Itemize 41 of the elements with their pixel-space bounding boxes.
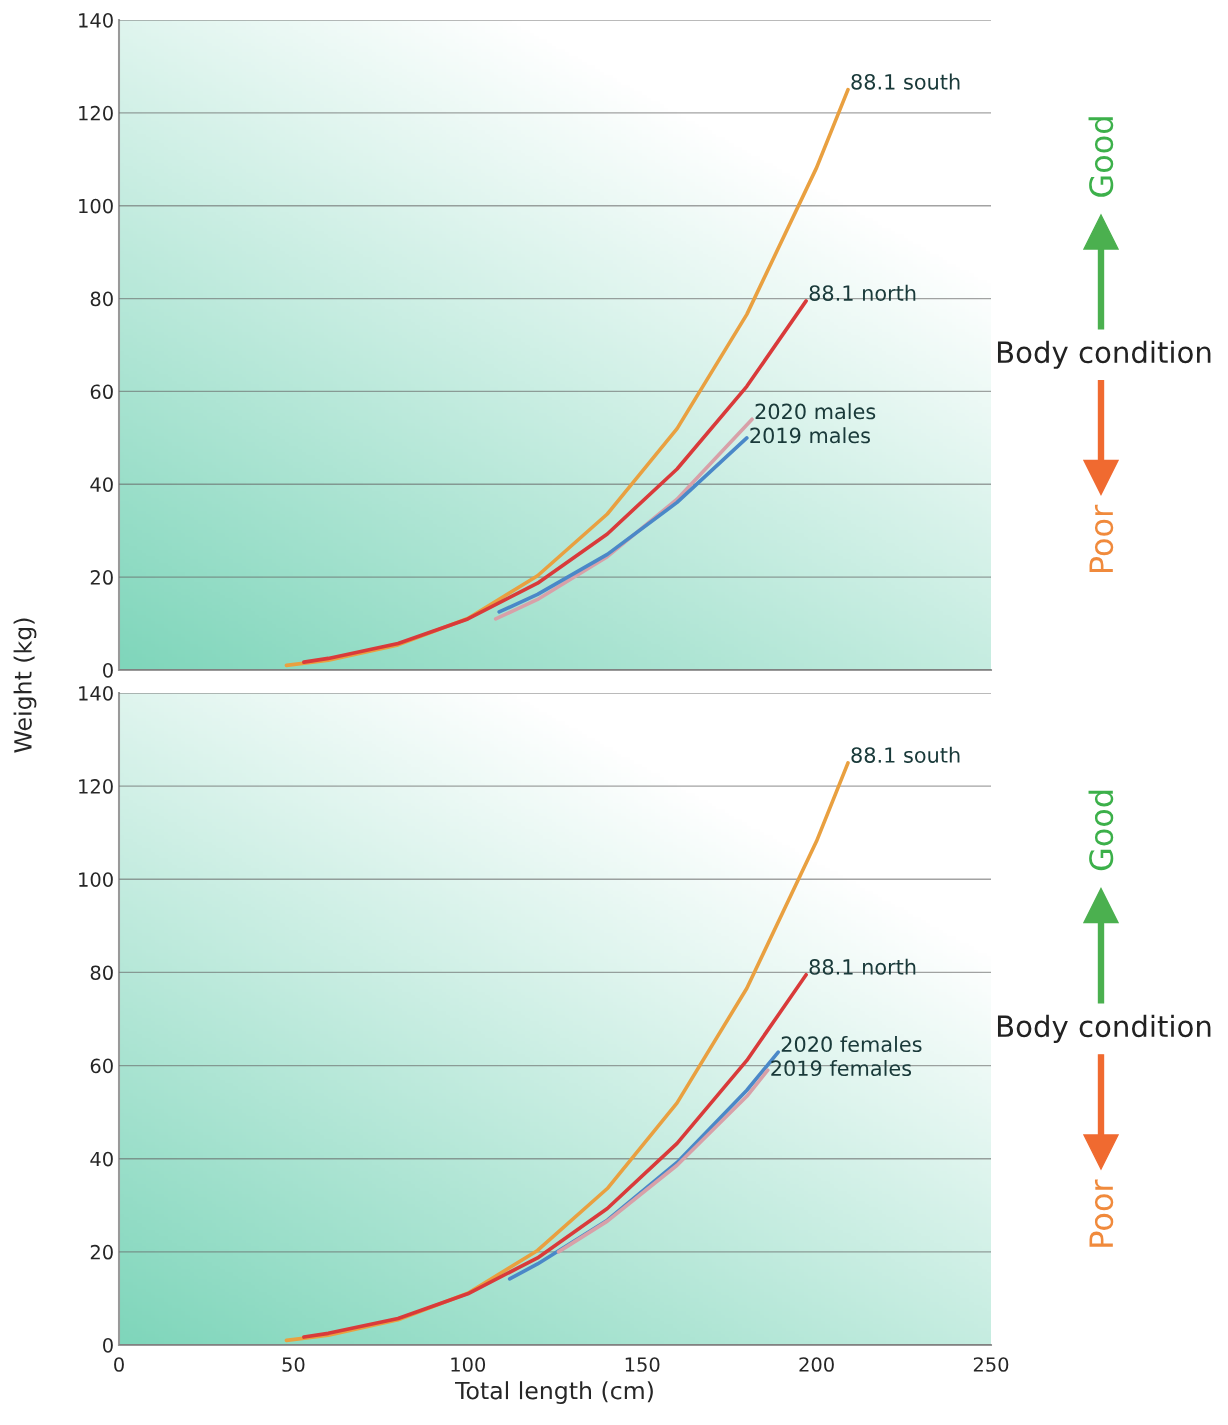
series-label: 2020 males [755,403,876,420]
series-label: 88.1 north [809,958,916,975]
x-tick-label: 150 [625,1357,660,1372]
x-tick-label: 0 [114,1357,124,1372]
y-tick-label: 120 [79,105,113,121]
series-label: 88.1 south [851,746,960,763]
line-series [302,299,808,664]
x-axis-title: Total length (cm) [455,1381,653,1405]
text: Body condition [997,1014,1211,1043]
y-tick-label: 0 [103,1337,113,1353]
y-tick-label: 40 [90,1151,113,1167]
y-axis-title: Weight (kg) [13,618,37,753]
y-tick-label: 100 [79,872,113,887]
line-series [556,1068,770,1254]
series-label: 88.1 south [851,73,960,90]
y-tick-label: 60 [90,384,113,400]
x-tick-label: 50 [282,1357,305,1372]
x-tick-label: 250 [973,1357,1009,1372]
y-tick-label: 100 [79,198,113,214]
x-tick-label: 100 [451,1357,486,1372]
text: Poor [1089,504,1114,573]
y-tick-label: 140 [79,12,113,28]
y-tick-label: 140 [79,685,113,701]
series-label: 2019 males [750,427,870,444]
text: Poor [1089,1179,1114,1247]
y-tick-label: 20 [90,570,113,585]
y-tick-label: 0 [103,662,113,678]
y-tick-label: 120 [79,779,113,794]
text: Good [1088,790,1114,871]
text: Good [1088,117,1114,197]
y-tick-label: 20 [90,1244,113,1260]
series-label: 2019 females [771,1059,912,1077]
series-label: 88.1 north [809,284,916,301]
line-series [497,436,749,614]
series-label: 2020 females [781,1035,922,1053]
y-tick-label: 60 [90,1058,113,1074]
y-tick-label: 80 [90,291,113,307]
text: Body condition [997,340,1211,369]
y-tick-label: 80 [90,965,113,981]
x-tick-label: 200 [799,1357,834,1372]
y-tick-label: 40 [90,477,113,492]
